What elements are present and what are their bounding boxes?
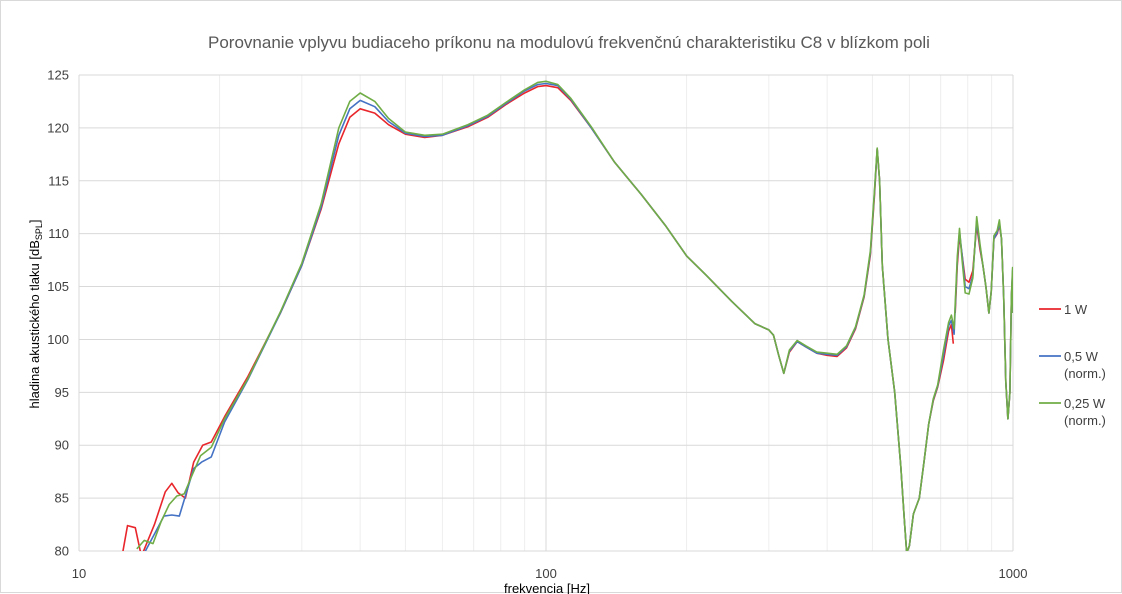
grid [78,74,1014,552]
y-tick-label: 100 [47,332,69,347]
y-tick-label: 85 [55,491,69,506]
y-tick-label: 95 [55,385,69,400]
x-axis-label: frekvencia [Hz] [504,581,590,594]
series-line-3 [136,80,1013,551]
axes: 10 100 1000 80 85 90 95 100 105 110 115 120 125 [47,68,1027,582]
y-tick-label: 120 [47,120,69,135]
chart-title: Porovnanie vplyvu budiaceho príkonu na m… [208,33,930,52]
y-tick-label: 125 [47,68,69,83]
legend: 1 W 0,5 W (norm.) 0,25 W (norm.) [1039,302,1106,428]
series-line-0 [122,84,955,551]
legend-label: (norm.) [1064,413,1106,428]
legend-label: 1 W [1064,302,1088,317]
x-tick-label: 10 [72,566,86,581]
series-lines [122,80,1013,551]
y-tick-label: 110 [48,226,69,241]
y-tick-label: 90 [55,438,69,453]
y-tick-label: 115 [48,173,69,188]
legend-label: (norm.) [1064,366,1106,381]
legend-label: 0,25 W [1064,396,1106,411]
x-tick-label: 1000 [999,566,1028,581]
series-line-2 [144,82,1013,551]
legend-label: 0,5 W [1064,349,1099,364]
y-tick-label: 105 [47,279,69,294]
x-tick-label: 100 [535,566,557,581]
y-axis-label-end: ] [27,219,42,223]
y-axis-label-sub: SPL [34,223,44,240]
y-axis-label-main: hladina akustického tlaku [dB [27,240,42,408]
y-tick-label: 80 [55,544,69,559]
y-axis-label: hladina akustického tlaku [dBSPL] [27,219,44,408]
